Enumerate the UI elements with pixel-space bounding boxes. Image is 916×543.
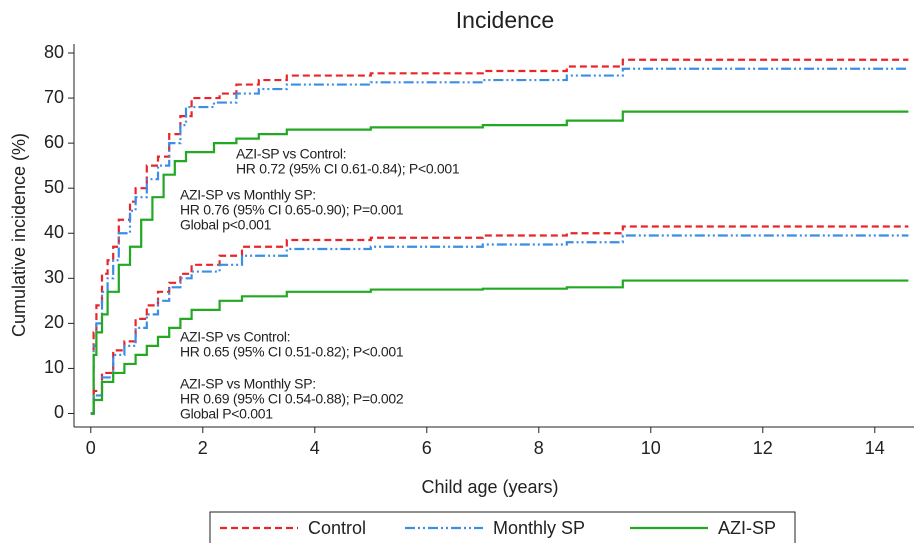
- y-axis-label: Cumulative incidence (%): [9, 133, 29, 337]
- y-tick-label: 20: [44, 312, 64, 332]
- series-line: [90, 110, 909, 415]
- y-tick-label: 10: [44, 357, 64, 377]
- x-tick-label: 8: [534, 438, 544, 458]
- x-tick-label: 2: [198, 438, 208, 458]
- annotation: Global p<0.001: [180, 217, 272, 233]
- y-tick-label: 0: [54, 402, 64, 422]
- annotation: HR 0.76 (95% CI 0.65-0.90); P=0.001: [180, 202, 404, 218]
- legend-label: Control: [308, 518, 366, 538]
- legend-label: AZI-SP: [718, 518, 776, 538]
- y-tick-label: 80: [44, 42, 64, 62]
- series-line: [90, 67, 909, 415]
- annotation: AZI-SP vs Control:: [236, 146, 346, 162]
- annotation: AZI-SP vs Control:: [180, 329, 290, 345]
- x-tick-label: 12: [753, 438, 773, 458]
- y-tick-label: 30: [44, 267, 64, 287]
- chart-title: Incidence: [456, 7, 554, 33]
- annotation: Global P<0.001: [180, 406, 273, 422]
- x-tick-label: 0: [86, 438, 96, 458]
- series-line: [90, 225, 909, 415]
- y-tick-label: 40: [44, 222, 64, 242]
- annotation: AZI-SP vs Monthly SP:: [180, 376, 316, 392]
- x-tick-label: 14: [865, 438, 885, 458]
- legend-label: Monthly SP: [493, 518, 585, 538]
- x-axis-label: Child age (years): [421, 477, 558, 497]
- y-tick-label: 70: [44, 87, 64, 107]
- x-tick-label: 10: [641, 438, 661, 458]
- series-line: [90, 279, 909, 415]
- series-line: [90, 234, 909, 415]
- annotation: HR 0.69 (95% CI 0.54-0.88); P=0.002: [180, 391, 404, 407]
- x-tick-label: 6: [422, 438, 432, 458]
- annotation: AZI-SP vs Monthly SP:: [180, 187, 316, 203]
- annotation: HR 0.65 (95% CI 0.51-0.82); P<0.001: [180, 344, 404, 360]
- annotation: HR 0.72 (95% CI 0.61-0.84); P<0.001: [236, 161, 460, 177]
- x-tick-label: 4: [310, 438, 320, 458]
- y-tick-label: 60: [44, 132, 64, 152]
- y-tick-label: 50: [44, 177, 64, 197]
- series-line: [90, 58, 909, 415]
